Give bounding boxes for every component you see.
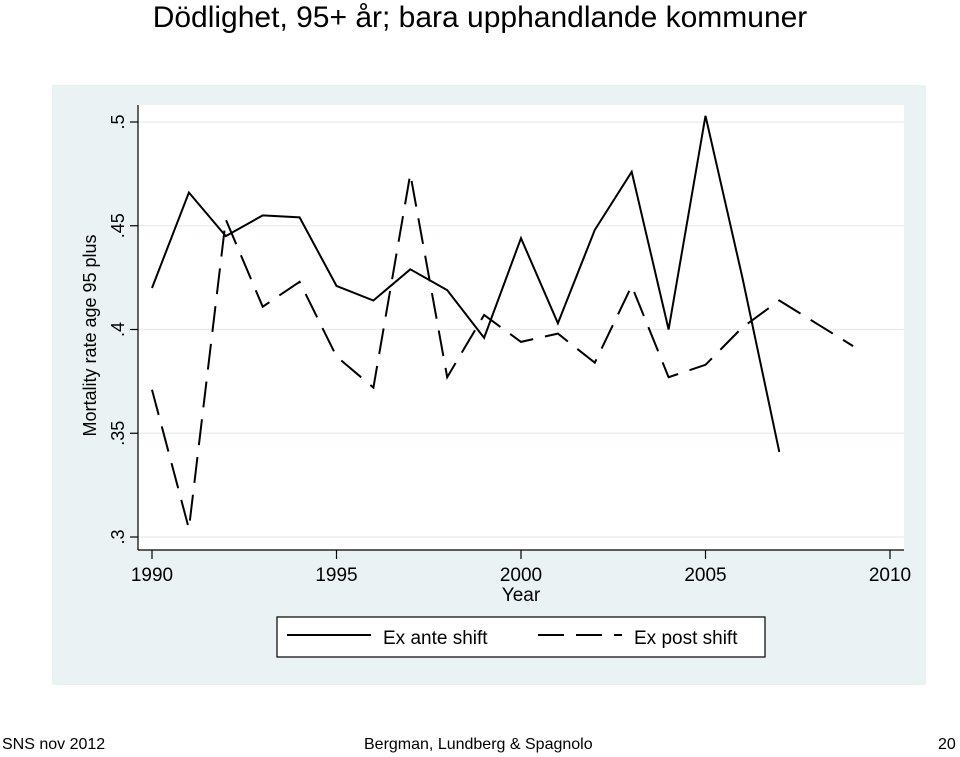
line-chart: .3 .35 .4 .45 .5 1990 1995 2000 2005 2010 Year Mort… (52, 85, 926, 685)
x-axis-title: Year (502, 585, 541, 606)
y-tick-label-3: .45 (108, 213, 128, 238)
page-number: 20 (938, 736, 956, 753)
plot-area (138, 105, 904, 550)
series-line-0 (151, 115, 781, 453)
y-tick-label-1: .35 (108, 421, 128, 446)
footer-left: SNS nov 2012 (2, 736, 106, 753)
y-axis-title: Mortality rate age 95 plus (80, 234, 100, 436)
legend-label-0: Ex ante shift (383, 628, 488, 649)
y-tick-label-4: .5 (108, 114, 128, 129)
slide-title: Dödlighet, 95+ år; bara upphandlande kom… (152, 1, 808, 34)
legend-box (276, 616, 766, 658)
footer-center: Bergman, Lundberg & Spagnolo (364, 736, 593, 753)
x-tick-label-4: 2010 (869, 565, 911, 586)
legend-label-1: Ex post shift (634, 628, 738, 649)
x-tick-label-1: 1995 (315, 565, 357, 586)
y-tick-label-2: .4 (108, 322, 128, 337)
x-tick-label-3: 2005 (684, 565, 726, 586)
x-tick-label-0: 1990 (131, 565, 173, 586)
chart-container: .3 .35 .4 .45 .5 1990 1995 2000 2005 2010 Year Mort… (52, 85, 926, 685)
x-tick-label-2: 2000 (500, 565, 542, 586)
y-tick-label-0: .3 (108, 529, 128, 544)
series-line-1 (151, 173, 854, 529)
